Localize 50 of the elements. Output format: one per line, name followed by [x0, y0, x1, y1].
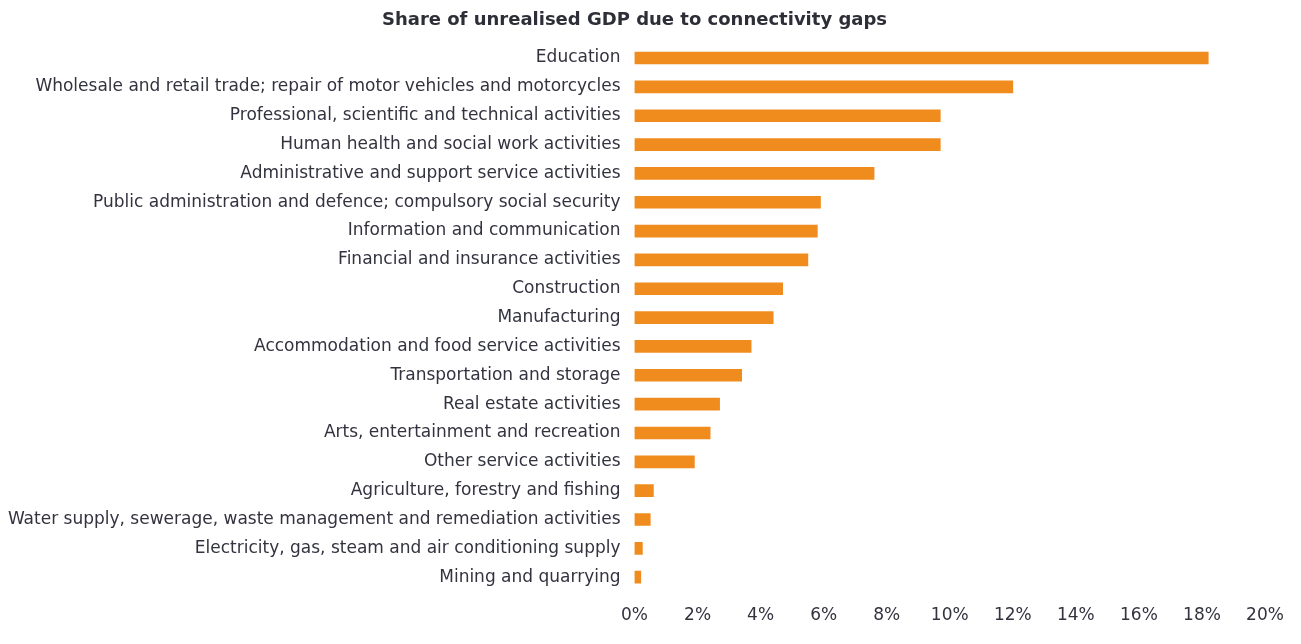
bar — [634, 311, 774, 324]
bar — [634, 138, 941, 151]
y-tick-label: Financial and insurance activities — [338, 248, 621, 269]
x-tick-label: 14% — [1056, 604, 1095, 625]
y-tick-label: Construction — [512, 277, 621, 298]
bar — [634, 224, 818, 238]
y-tick-label: Other service activities — [423, 450, 621, 471]
y-tick-label: Manufacturing — [497, 306, 621, 327]
y-tick-label: Administrative and support service activities — [240, 161, 621, 182]
bar — [634, 570, 642, 584]
x-tick-label: 6% — [810, 604, 838, 625]
bar — [634, 513, 651, 526]
x-tick-label: 18% — [1183, 604, 1221, 625]
y-tick-label: Real estate activities — [442, 392, 621, 413]
bar — [634, 397, 720, 411]
bar — [634, 340, 752, 353]
x-tick-label: 16% — [1120, 604, 1158, 625]
x-tick-label: 12% — [993, 604, 1032, 625]
bar — [634, 542, 643, 555]
y-tick-label: Information and communication — [347, 219, 621, 240]
x-tick-label: 4% — [747, 604, 775, 625]
x-tick-label: 10% — [930, 604, 969, 625]
x-tick-label: 8% — [873, 604, 901, 625]
y-tick-label: Water supply, sewerage, waste management and remediation activities — [7, 507, 621, 528]
bar — [634, 109, 941, 123]
y-tick-label: Electricity, gas, steam and air conditioning supply — [194, 536, 621, 557]
bar — [634, 282, 783, 296]
y-tick-label: Professional, scientific and technical activities — [229, 104, 621, 125]
x-tick-label: 2% — [684, 604, 712, 625]
bar — [634, 167, 875, 180]
y-tick-label: Agriculture, forestry and fishing — [350, 479, 621, 500]
bar — [634, 51, 1209, 65]
y-tick-label: Public administration and defence; compulsory social security — [93, 190, 621, 211]
y-tick-label: Accommodation and food service activities — [254, 334, 621, 355]
bar — [634, 195, 821, 209]
bar — [634, 253, 809, 267]
x-tick-label: 0% — [621, 604, 648, 625]
y-tick-label: Human health and social work activities — [280, 132, 621, 153]
y-tick-label: Transportation and storage — [389, 363, 621, 384]
bar — [634, 368, 743, 382]
bar — [634, 426, 711, 440]
y-tick-label: Arts, entertainment and recreation — [323, 421, 621, 442]
y-tick-label: Mining and quarrying — [439, 565, 621, 586]
chart-title: Share of unrealised GDP due to connectivity gaps — [381, 8, 888, 30]
x-tick-label: 20% — [1246, 604, 1284, 625]
y-tick-label: Education — [535, 46, 621, 67]
y-tick-label: Wholesale and retail trade; repair of motor vehicles and motorcycles — [35, 75, 621, 96]
bar — [634, 80, 1014, 94]
bar — [634, 455, 695, 469]
bar — [634, 484, 654, 497]
